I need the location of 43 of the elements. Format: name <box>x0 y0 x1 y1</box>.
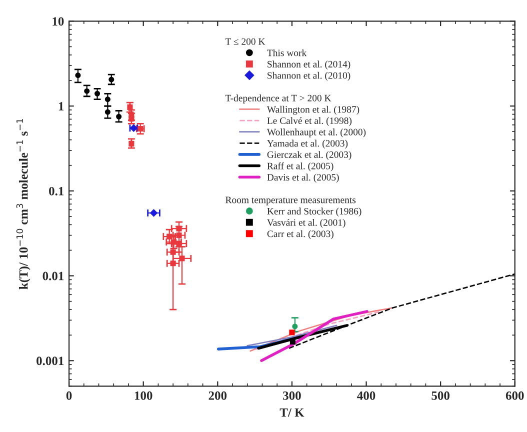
point <box>108 76 114 82</box>
annotation: T ≤ 200 K <box>225 38 266 45</box>
legend-label: Le Calvé et al. (1998) <box>267 117 352 126</box>
x-tick-label: 600 <box>506 391 524 400</box>
legend-label: Vasvári et al. (2001) <box>267 218 346 228</box>
legend-label: Gierczak et al. (2003) <box>267 151 352 160</box>
point <box>84 88 90 94</box>
point <box>179 256 185 262</box>
legend-label: Kerr and Stocker (1986) <box>267 208 362 216</box>
legend-label: Shannon et al. (2010) <box>268 72 350 81</box>
y-axis-title: k(T)/ 10$^{−10}$ cm$^{3}$ molecule$^{−1}$ s$^{−1}$ <box>16 118 30 290</box>
point <box>289 330 295 336</box>
legend-label: Yamada et al. (2003) <box>267 140 348 149</box>
point <box>116 114 122 120</box>
point <box>150 209 158 217</box>
y-tick-label: 1 <box>58 102 64 110</box>
legend-label: Shannon et al. (2014) <box>268 60 350 70</box>
legend-label: Wallington et al. (1987) <box>266 106 360 115</box>
legend-label: Raff et al. (2005) <box>267 162 334 172</box>
point <box>104 96 110 102</box>
x-tick-label: 400 <box>357 391 376 400</box>
x-axis-title: T/ K <box>280 408 304 417</box>
y-tick-label: 10 <box>52 17 64 26</box>
x-tick-label: 100 <box>134 391 152 400</box>
point <box>94 90 100 96</box>
y-tick-label: 0.01 <box>42 272 64 280</box>
point <box>104 109 110 115</box>
x-tick-label: 300 <box>283 391 301 400</box>
point <box>292 324 298 330</box>
annotation: Room temperature measurements <box>226 196 356 206</box>
point <box>75 72 81 78</box>
y-tick-label: 0.1 <box>49 186 64 196</box>
x-tick-label: 0 <box>66 391 72 400</box>
x-tick-label: 500 <box>432 391 450 400</box>
y-tick-label: 0.001 <box>36 356 64 366</box>
legend-label: This work <box>267 49 307 56</box>
x-tick-label: 200 <box>208 391 227 400</box>
legend-label: Wollenhaupt et al. (2000) <box>266 128 366 138</box>
legend-label: Davis et al. (2005) <box>267 174 339 183</box>
line-series <box>254 310 382 350</box>
annotation: T-dependence at T > 200 K <box>225 94 332 104</box>
legend-label: Carr et al. (2003) <box>267 230 334 240</box>
line-series <box>260 310 368 362</box>
